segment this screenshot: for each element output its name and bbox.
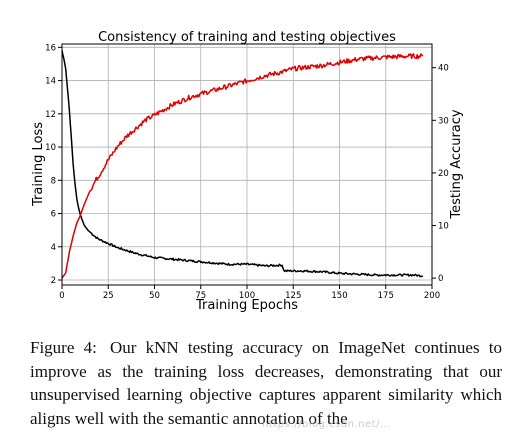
y-tick-label: 8 bbox=[51, 176, 56, 186]
y-tick-label: 6 bbox=[51, 210, 56, 220]
y-tick-label: 10 bbox=[45, 143, 56, 153]
chart-title: Consistency of training and testing obje… bbox=[98, 30, 396, 45]
y2-tick-label: 20 bbox=[438, 169, 449, 179]
x-tick-label: 200 bbox=[424, 291, 440, 301]
x-tick-label: 75 bbox=[195, 291, 206, 301]
y-tick-label: 16 bbox=[45, 43, 56, 53]
watermark: https://blog.csdn.net/... bbox=[262, 419, 392, 430]
training-loss-line bbox=[61, 50, 424, 278]
y-axis-left-ticks: 2 4 6 8 10 12 14 16 bbox=[45, 43, 62, 286]
y-axis-right-ticks: 0 10 20 30 40 bbox=[432, 64, 449, 284]
caption-text: Our kNN testing accuracy on ImageNet con… bbox=[30, 338, 503, 428]
x-tick-label: 100 bbox=[239, 291, 255, 301]
x-axis-label: Training Epochs bbox=[195, 298, 298, 313]
y2-tick-label: 0 bbox=[438, 274, 443, 284]
testing-accuracy-line bbox=[61, 53, 424, 279]
series-line-1 bbox=[61, 53, 424, 279]
y-axis-right-label: Testing Accuracy bbox=[449, 109, 464, 219]
y-tick-label: 2 bbox=[51, 276, 56, 286]
y-axis-left-label: Training Loss bbox=[31, 122, 46, 207]
y2-tick-label: 40 bbox=[438, 64, 449, 74]
x-tick-label: 125 bbox=[285, 291, 301, 301]
y2-tick-label: 30 bbox=[438, 116, 449, 126]
series-line-0 bbox=[61, 50, 424, 278]
x-tick-label: 150 bbox=[331, 291, 347, 301]
x-tick-label: 0 bbox=[59, 291, 64, 301]
y2-tick-label: 10 bbox=[438, 222, 449, 232]
x-axis-ticks: 0 25 50 75 100 125 150 175 200 bbox=[59, 285, 440, 301]
x-tick-label: 50 bbox=[149, 291, 160, 301]
figure-chart: Consistency of training and testing obje… bbox=[31, 30, 464, 313]
y-tick-label: 4 bbox=[51, 243, 56, 253]
y-tick-label: 12 bbox=[45, 110, 56, 120]
figure-caption: Figure 4: Our kNN testing accuracy on Im… bbox=[30, 336, 502, 430]
grid-lines bbox=[61, 44, 433, 285]
y-tick-label: 14 bbox=[45, 77, 56, 87]
x-tick-label: 175 bbox=[378, 291, 394, 301]
caption-label: Figure 4: bbox=[30, 338, 97, 357]
x-tick-label: 25 bbox=[103, 291, 114, 301]
